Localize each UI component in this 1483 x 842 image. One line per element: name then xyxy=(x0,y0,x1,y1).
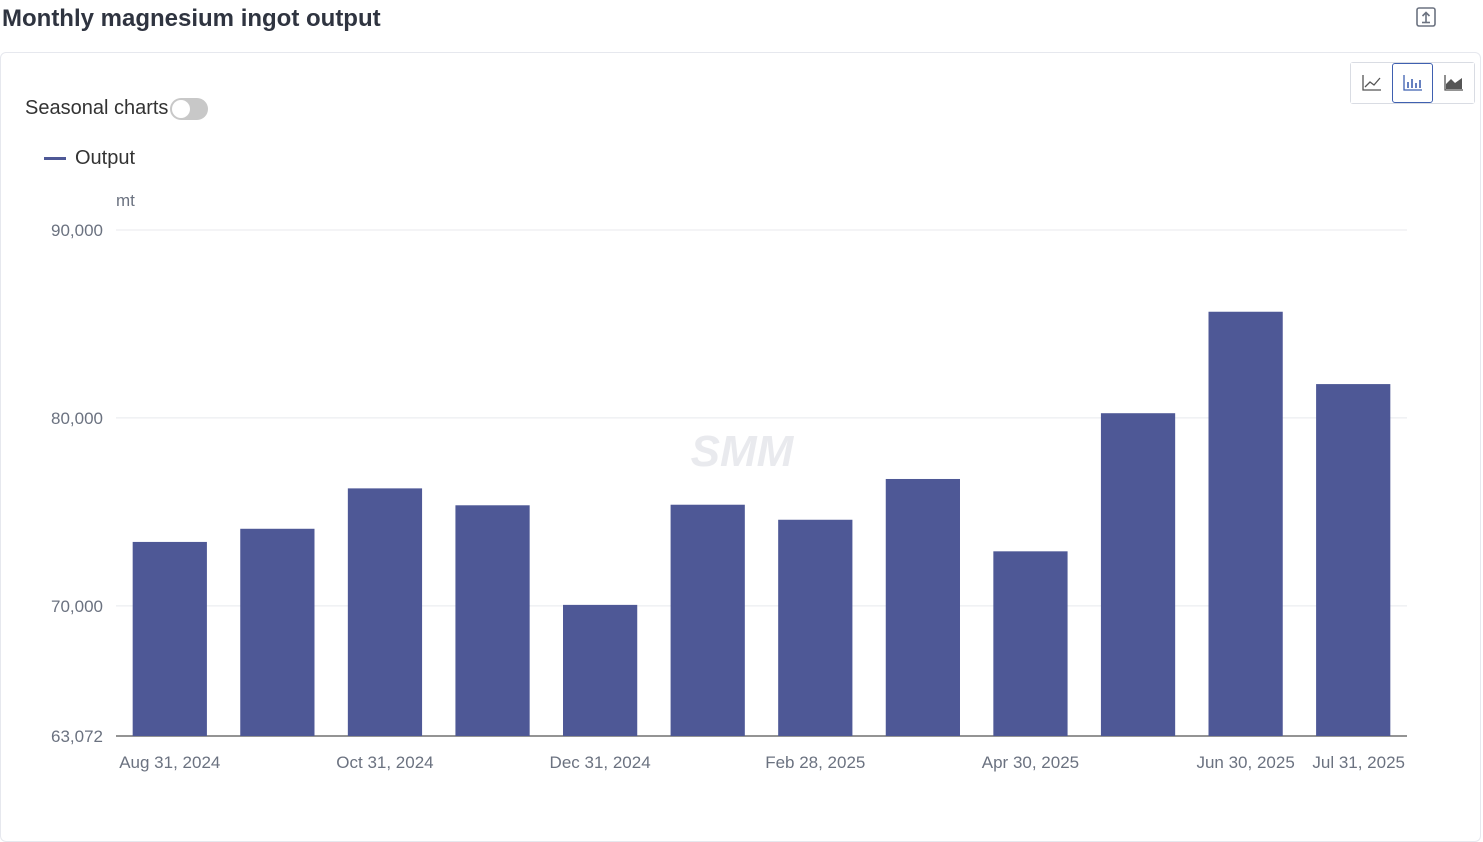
x-tick-label: Oct 31, 2024 xyxy=(336,753,433,772)
bar[interactable] xyxy=(455,505,530,736)
legend-swatch xyxy=(44,157,66,160)
y-tick-label: 90,000 xyxy=(51,221,103,240)
y-tick-label: 63,072 xyxy=(51,727,103,746)
x-tick-label: Feb 28, 2025 xyxy=(765,753,865,772)
bar[interactable] xyxy=(670,504,745,736)
bar-chart-icon xyxy=(1402,75,1422,91)
y-axis-unit: mt xyxy=(116,191,135,210)
toggle-knob xyxy=(172,99,191,118)
line-chart-icon xyxy=(1361,75,1381,91)
x-tick-label: Aug 31, 2024 xyxy=(119,753,220,772)
bar[interactable] xyxy=(1208,311,1283,736)
x-tick-label: Jul 31, 2025 xyxy=(1312,753,1405,772)
x-tick-label: Jun 30, 2025 xyxy=(1196,753,1294,772)
bar[interactable] xyxy=(1100,413,1176,736)
y-tick-label: 80,000 xyxy=(51,409,103,428)
x-tick-label: Apr 30, 2025 xyxy=(982,753,1079,772)
legend-item-output[interactable]: Output xyxy=(44,147,135,170)
seasonal-label: Seasonal charts xyxy=(25,97,169,119)
bar[interactable] xyxy=(778,519,853,736)
seasonal-toggle[interactable] xyxy=(170,97,209,120)
legend-label: Output xyxy=(75,147,136,169)
line-chart-button[interactable] xyxy=(1351,63,1392,103)
chart-type-switch xyxy=(1350,62,1475,104)
bar[interactable] xyxy=(563,604,638,736)
export-icon xyxy=(1416,7,1436,27)
y-tick-label: 70,000 xyxy=(51,597,103,616)
area-chart-button[interactable] xyxy=(1433,63,1474,103)
area-chart-icon xyxy=(1443,75,1463,91)
watermark: SMM xyxy=(691,427,795,476)
bar[interactable] xyxy=(1316,384,1391,736)
bar[interactable] xyxy=(347,488,423,736)
bar[interactable] xyxy=(132,541,207,736)
bar[interactable] xyxy=(885,478,960,736)
x-tick-label: Dec 31, 2024 xyxy=(550,753,651,772)
bar[interactable] xyxy=(240,528,315,736)
bar[interactable] xyxy=(993,551,1068,736)
bar-chart-button[interactable] xyxy=(1392,63,1433,103)
export-button[interactable] xyxy=(1414,5,1438,29)
bar-chart: SMM mt 90,000 80,000 70,000 63,072 Aug 31, 2… xyxy=(51,191,1407,772)
seasonal-toggle-row: Seasonal charts xyxy=(25,97,209,120)
page-title: Monthly magnesium ingot output xyxy=(2,5,381,32)
